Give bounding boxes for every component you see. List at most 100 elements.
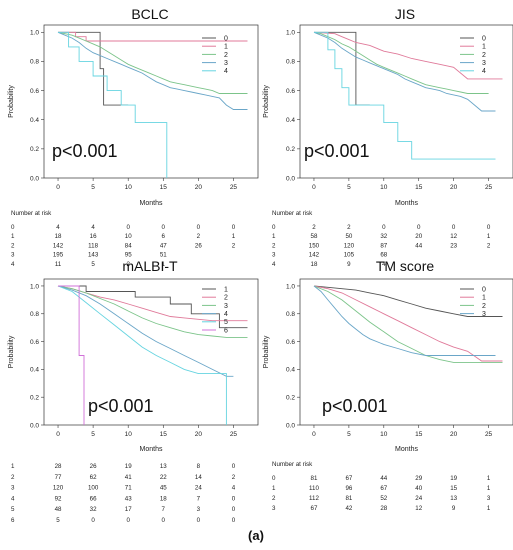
risk-row-group: 4 [11, 261, 15, 268]
x-tick-label: 20 [450, 184, 458, 191]
x-tick-label: 5 [91, 184, 95, 191]
km-curve-group-3 [313, 285, 496, 356]
risk-count: 15 [450, 485, 457, 492]
y-tick-label: 1.0 [286, 283, 295, 290]
risk-count: 40 [415, 485, 422, 492]
risk-count: 1 [487, 505, 491, 512]
legend-label: 4 [224, 311, 228, 318]
km-curve-group-0 [58, 31, 129, 106]
x-tick-label: 15 [415, 184, 423, 191]
x-tick-label: 25 [230, 431, 238, 438]
legend-label: 3 [482, 60, 486, 67]
y-tick-label: 1.0 [30, 283, 39, 290]
y-tick-label: 1.0 [30, 30, 39, 37]
risk-count: 143 [88, 252, 99, 259]
risk-count: 71 [125, 485, 132, 492]
risk-count: 0 [232, 506, 236, 513]
risk-count: 43 [125, 495, 132, 502]
y-tick-label: 0.0 [286, 422, 295, 429]
risk-count: 62 [90, 474, 97, 481]
km-curve-group-2 [313, 285, 503, 363]
figure-sublabel: (a) [248, 528, 264, 543]
risk-count: 67 [380, 485, 387, 492]
x-tick-label: 5 [347, 431, 351, 438]
risk-count: 1 [487, 475, 491, 482]
km-curve-group-3 [57, 31, 248, 110]
risk-row-group: 4 [11, 495, 15, 502]
risk-count: 142 [309, 252, 320, 259]
risk-count: 84 [125, 242, 132, 249]
risk-count: 0 [452, 224, 456, 231]
legend-label: 2 [224, 295, 228, 302]
y-axis-label: Probability [8, 335, 15, 368]
risk-count: 28 [55, 463, 62, 470]
risk-count: 4 [56, 224, 60, 231]
y-tick-label: 0.6 [30, 88, 39, 95]
risk-count: 67 [345, 475, 352, 482]
risk-table-header: Number at risk [272, 210, 313, 217]
risk-count: 14 [195, 474, 202, 481]
risk-count: 0 [232, 463, 236, 470]
plot-frame [43, 278, 259, 426]
p-value: p<0.001 [304, 141, 370, 161]
risk-count: 17 [125, 506, 132, 513]
risk-count: 4 [382, 261, 386, 268]
y-tick-label: 0.2 [30, 394, 39, 401]
risk-count: 18 [160, 495, 167, 502]
risk-count: 48 [55, 506, 62, 513]
risk-row-group: 0 [272, 224, 276, 231]
risk-count: 87 [380, 242, 387, 249]
km-curve-group-3 [57, 285, 248, 338]
x-axis-label: Months [140, 200, 163, 207]
y-axis-label: Probability [263, 85, 270, 118]
risk-count: 2 [312, 224, 316, 231]
risk-count: 50 [345, 233, 352, 240]
risk-count: 47 [160, 242, 167, 249]
km-curve-group-2 [313, 31, 489, 94]
risk-count: 23 [450, 242, 457, 249]
risk-count: 112 [309, 495, 319, 502]
risk-count: 24 [195, 485, 202, 492]
risk-row-group: 0 [272, 475, 276, 482]
x-tick-label: 5 [347, 184, 351, 191]
risk-count: 1 [487, 485, 491, 492]
risk-count: 110 [309, 485, 319, 492]
risk-count: 58 [311, 233, 318, 240]
risk-count: 44 [415, 242, 422, 249]
risk-count: 0 [232, 495, 236, 502]
risk-count: 2 [232, 474, 236, 481]
risk-count: 1 [487, 233, 491, 240]
risk-count: 12 [415, 505, 422, 512]
risk-count: 68 [380, 252, 387, 259]
x-tick-label: 10 [380, 431, 388, 438]
legend-label: 1 [224, 286, 228, 293]
risk-count: 2 [197, 233, 201, 240]
x-tick-label: 20 [450, 431, 458, 438]
risk-count: 4 [232, 485, 236, 492]
risk-count: 81 [345, 495, 352, 502]
risk-count: 26 [195, 242, 202, 249]
legend-label: 1 [482, 44, 486, 51]
y-tick-label: 0.8 [286, 59, 295, 66]
risk-count: 3 [197, 506, 201, 513]
risk-row-group: 2 [272, 242, 276, 249]
risk-count: 0 [382, 224, 386, 231]
x-tick-label: 25 [485, 431, 493, 438]
y-tick-label: 0.8 [30, 59, 39, 66]
y-tick-label: 0.2 [286, 394, 295, 401]
risk-table-header: Number at risk [11, 210, 52, 217]
risk-count: 0 [487, 224, 491, 231]
y-tick-label: 0.4 [286, 367, 295, 374]
plot-frame [43, 24, 259, 179]
risk-row-group: 2 [272, 495, 276, 502]
risk-count: 13 [450, 495, 457, 502]
risk-count: 120 [344, 242, 355, 249]
risk-count: 28 [380, 505, 387, 512]
risk-count: 9 [347, 261, 351, 268]
risk-count: 0 [417, 224, 421, 231]
panel-title: TM score [376, 258, 435, 274]
risk-count: 96 [345, 485, 352, 492]
